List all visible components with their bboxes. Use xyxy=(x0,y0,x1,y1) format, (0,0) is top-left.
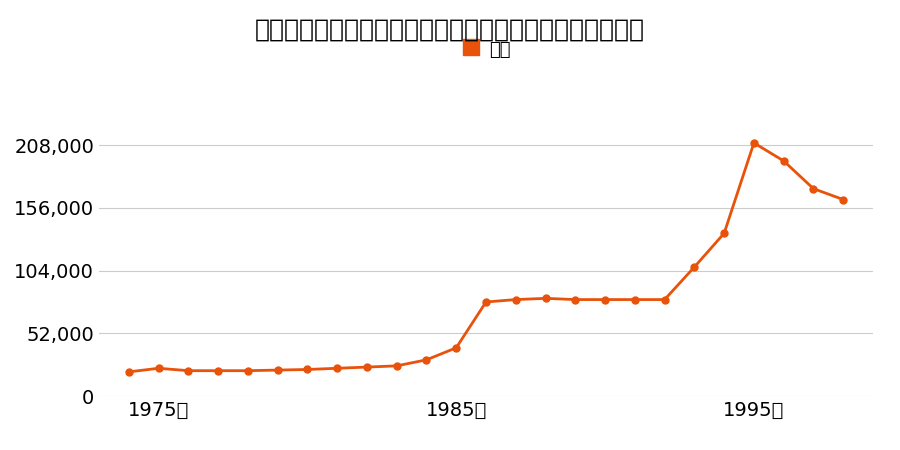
価格 xyxy=(451,345,462,351)
価格 xyxy=(392,363,402,369)
価格 xyxy=(629,297,640,302)
価格 xyxy=(212,368,223,373)
価格 xyxy=(659,297,670,302)
価格 xyxy=(183,368,194,373)
価格 xyxy=(778,158,789,164)
価格 xyxy=(838,197,849,202)
価格 xyxy=(689,264,700,270)
価格 xyxy=(242,368,253,373)
価格 xyxy=(481,299,491,305)
価格 xyxy=(272,367,283,373)
価格 xyxy=(808,186,819,191)
価格 xyxy=(719,230,730,236)
価格 xyxy=(362,364,373,370)
Text: 埼玉県比企郡滑川村大字月輪字新道下４４番５の地価推移: 埼玉県比企郡滑川村大字月輪字新道下４４番５の地価推移 xyxy=(255,18,645,42)
Legend: 価格: 価格 xyxy=(454,32,518,66)
価格 xyxy=(421,357,432,363)
価格 xyxy=(302,367,313,372)
価格 xyxy=(510,297,521,302)
価格 xyxy=(332,365,343,371)
価格 xyxy=(540,296,551,301)
Line: 価格: 価格 xyxy=(125,140,847,375)
価格 xyxy=(749,140,760,146)
価格 xyxy=(153,365,164,371)
価格 xyxy=(599,297,610,302)
価格 xyxy=(570,297,580,302)
価格 xyxy=(123,369,134,374)
